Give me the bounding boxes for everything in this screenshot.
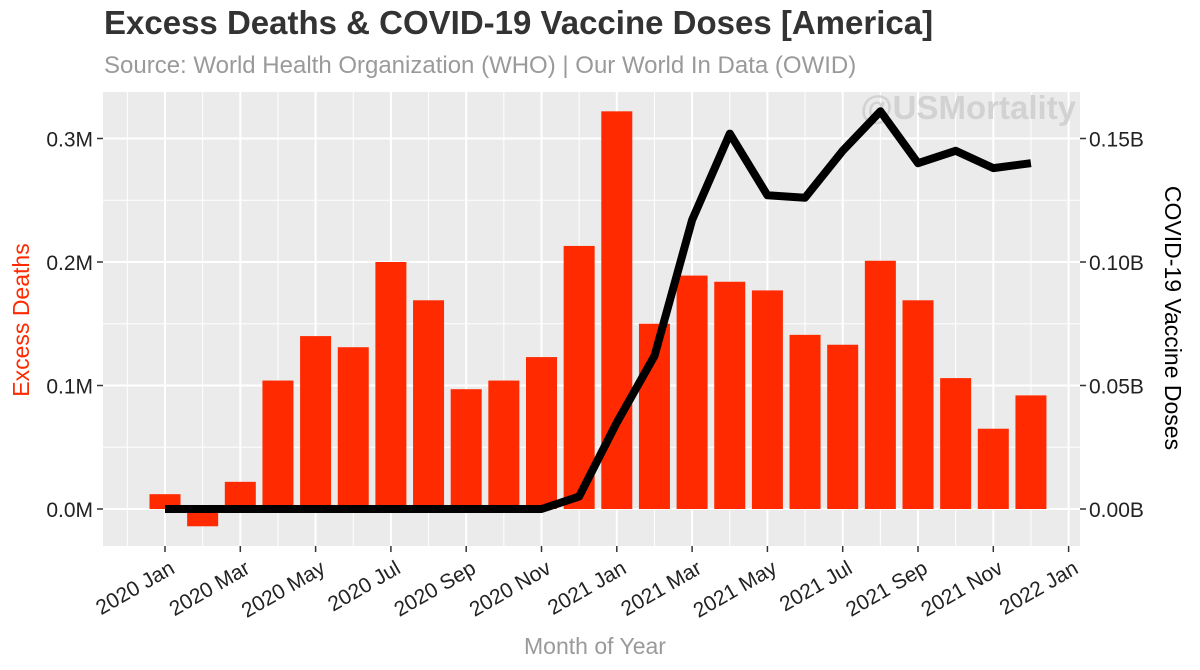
bar-series [149,111,1047,527]
right-axis-tick-label: 0.15B [1089,129,1144,152]
right-axis: 0.00B 0.05B 0.10B 0.15B [1080,129,1144,522]
x-axis-tick-label: 2020 Sep [390,557,479,622]
bar [563,245,595,509]
bar [1015,395,1047,509]
bar [224,481,256,509]
right-axis-title: COVID-19 Vaccine Doses [1160,186,1186,450]
left-axis-title: Excess Deaths [8,243,34,396]
x-axis-tick-label: 2021 Jan [544,557,630,620]
left-axis-tick-label: 0.2M [46,252,93,275]
bar [940,378,972,509]
watermark-text: @USMortality [860,89,1076,126]
x-axis-tick-label: 2020 Jan [92,557,178,620]
x-axis-tick-label: 2020 Nov [466,556,556,621]
x-axis-tick-label: 2020 Mar [165,557,253,621]
bar [864,260,896,509]
bar [751,290,783,509]
left-axis: 0.0M 0.1M 0.2M 0.3M [46,129,103,522]
x-axis-tick-label: 2021 Sep [842,557,931,622]
bar [488,380,520,509]
bar [450,389,482,509]
x-axis-title: Month of Year [524,633,666,659]
bar [676,275,708,509]
left-axis-tick-label: 0.0M [46,499,93,522]
x-axis-tick-label: 2020 May [238,556,330,622]
bar [789,334,821,509]
right-axis-tick-label: 0.05B [1089,376,1144,399]
bar [827,344,859,509]
x-axis-tick-label: 2020 Jul [324,557,404,617]
right-axis-tick-label: 0.10B [1089,252,1144,275]
bar [977,428,1009,509]
x-axis-tick-label: 2021 May [690,556,782,622]
bar [413,300,445,509]
chart-subtitle: Source: World Health Organization (WHO) … [104,52,857,79]
left-axis-tick-label: 0.3M [46,129,93,152]
bar [262,380,294,509]
chart-title: Excess Deaths & COVID-19 Vaccine Doses [… [104,4,934,41]
bar [902,300,934,509]
x-axis-tick-label: 2022 Jan [996,557,1082,620]
x-axis-tick-label: 2021 Mar [617,557,705,621]
left-axis-tick-label: 0.1M [46,376,93,399]
bar [187,509,219,527]
bar [375,262,407,509]
bar [526,357,557,509]
bar [714,281,746,509]
vaccine-line [165,107,1032,513]
right-axis-tick-label: 0.00B [1089,499,1144,522]
bar [337,347,369,509]
x-axis-tick-label: 2021 Jul [776,557,856,617]
x-axis-tick-label: 2021 Nov [917,556,1007,621]
bar [300,336,332,509]
